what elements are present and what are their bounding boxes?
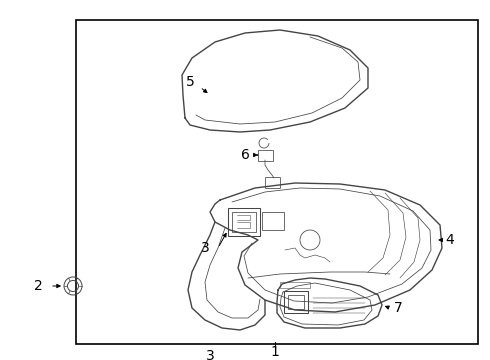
Text: 3: 3 xyxy=(200,241,209,255)
Text: 4: 4 xyxy=(445,233,454,247)
Bar xyxy=(76,20,478,344)
Bar xyxy=(284,291,308,313)
Bar xyxy=(262,212,284,230)
Text: 1: 1 xyxy=(270,345,279,359)
Bar xyxy=(232,212,256,232)
Text: 7: 7 xyxy=(393,301,402,315)
Text: 2: 2 xyxy=(34,279,42,293)
Text: 3: 3 xyxy=(206,349,215,360)
Bar xyxy=(280,282,310,288)
Text: 5: 5 xyxy=(186,75,195,89)
Bar xyxy=(228,208,260,236)
Text: 6: 6 xyxy=(241,148,249,162)
Bar xyxy=(288,295,304,309)
